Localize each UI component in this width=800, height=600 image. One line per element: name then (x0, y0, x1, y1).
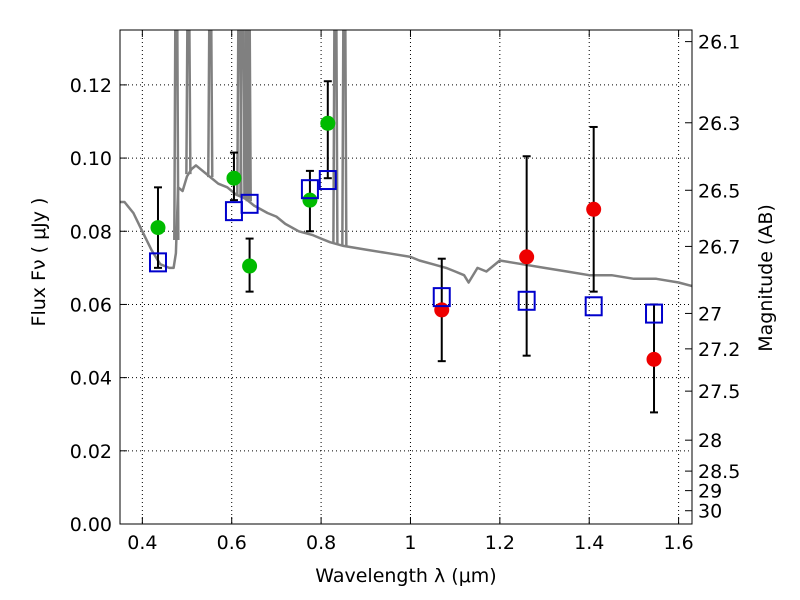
data-point (646, 351, 662, 367)
data-point (320, 115, 336, 131)
model-photometry-marker (517, 290, 536, 311)
model-photometry-marker (318, 170, 337, 191)
ticks (120, 30, 692, 525)
x-tick-label: 1.4 (574, 532, 604, 554)
data-point (519, 249, 535, 265)
mag-tick-label: 27 (698, 303, 722, 325)
y-tick-label: 0.02 (70, 441, 112, 463)
mag-tick-label: 26.1 (698, 32, 740, 54)
y-axis-title: Flux Fν ( μJy ) (28, 198, 50, 327)
y-tick-label: 0.12 (70, 75, 112, 97)
data-point (586, 201, 602, 217)
mag-tick-label: 29 (698, 481, 722, 503)
x-tick-label: 0.8 (306, 532, 336, 554)
plot-frame (119, 29, 693, 525)
model-layer (120, 30, 692, 288)
mag-tick-label: 28 (698, 430, 722, 452)
mag-tick-label: 28.5 (698, 461, 740, 483)
y-tick-label: 0.08 (70, 221, 112, 243)
emission-line (239, 30, 246, 198)
points-layer (148, 80, 664, 414)
emission-line (207, 30, 214, 178)
x-axis-title: Wavelength λ (μm) (315, 565, 496, 587)
right-axis-title: Magnitude (AB) (755, 204, 777, 352)
mag-tick-label: 27.2 (698, 339, 740, 361)
x-tick-label: 1.2 (485, 532, 515, 554)
emission-line (185, 30, 192, 175)
emission-line (332, 30, 339, 244)
emission-line (173, 30, 180, 241)
mag-tick-label: 26.7 (698, 236, 740, 258)
model-photometry-marker (240, 193, 259, 214)
x-tick-label: 1 (404, 532, 416, 554)
mag-tick-label: 26.5 (698, 180, 740, 202)
mag-tick-label: 27.5 (698, 381, 740, 403)
model-sed-line (120, 164, 692, 288)
model-photometry-marker (300, 179, 319, 200)
plot-background (120, 30, 692, 524)
y-tick-label: 0.00 (70, 514, 112, 536)
y-tick-label: 0.04 (70, 368, 112, 390)
x-tick-label: 1.6 (663, 532, 693, 554)
model-photometry-marker (432, 287, 451, 308)
emission-line (245, 30, 252, 202)
data-point (226, 170, 242, 186)
y-tick-label: 0.10 (70, 148, 112, 170)
x-tick-label: 0.6 (217, 532, 247, 554)
mag-tick-label: 30 (698, 501, 722, 523)
model-photometry-marker (148, 252, 167, 273)
model-photometry-marker (645, 303, 664, 324)
model-photometry-marker (584, 296, 603, 317)
emission-line (341, 30, 348, 247)
tick-labels: 0.4 0.6 0.8 1 1.2 1.4 1.6 0.00 0.02 0.04 0.06 0.08 0… (70, 32, 741, 554)
data-point (150, 220, 166, 236)
y-tick-label: 0.06 (70, 294, 112, 316)
data-point (434, 302, 450, 318)
x-tick-label: 0.4 (127, 532, 157, 554)
mag-tick-label: 26.3 (698, 113, 740, 135)
data-point (242, 258, 258, 274)
data-point (302, 192, 318, 208)
